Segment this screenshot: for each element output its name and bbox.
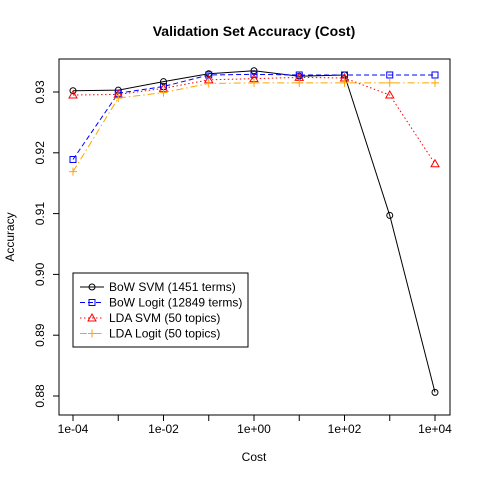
- x-tick-label: 1e-02: [148, 422, 179, 436]
- data-point: [386, 211, 394, 219]
- data-point: [159, 88, 168, 97]
- data-point: [250, 70, 258, 78]
- legend-label: LDA SVM (50 topics): [109, 311, 220, 325]
- data-point: [295, 78, 304, 87]
- data-point: [340, 78, 349, 87]
- y-tick-label: 0.90: [33, 262, 47, 286]
- data-point: [68, 90, 78, 99]
- data-point: [69, 167, 77, 176]
- y-tick-label: 0.93: [33, 80, 47, 104]
- x-tick-label: 1e+02: [328, 422, 362, 436]
- y-tick-label: 0.88: [33, 384, 47, 408]
- series-line: [72, 76, 436, 165]
- data-point: [431, 388, 439, 396]
- y-axis-label: Accuracy: [3, 212, 17, 261]
- legend-label: BoW Logit (12849 terms): [109, 296, 242, 310]
- legend-item: BoW Logit (12849 terms): [80, 296, 242, 310]
- legend-box: [72, 272, 249, 348]
- legend-item: LDA Logit (50 topics): [80, 327, 220, 341]
- x-tick-label: 1e+04: [418, 422, 452, 436]
- data-point: [204, 79, 213, 88]
- data-point: [431, 78, 439, 87]
- legend-label: BoW SVM (1451 terms): [109, 280, 236, 294]
- data-point: [205, 71, 213, 79]
- data-point: [114, 94, 123, 103]
- series-4: [69, 78, 439, 176]
- x-tick-label: 1e+00: [237, 422, 271, 436]
- series-layer: [68, 67, 440, 396]
- data-point: [430, 158, 440, 168]
- series-line: [72, 70, 436, 393]
- x-axis: 1e-04 1e-02 1e+00 1e+02 1e+04: [58, 414, 452, 436]
- legend-item: BoW SVM (1451 terms): [80, 280, 236, 294]
- legend-item: LDA SVM (50 topics): [80, 311, 220, 325]
- data-point: [69, 155, 77, 163]
- x-tick-label: 1e-04: [58, 422, 89, 436]
- data-point: [88, 283, 96, 291]
- data-point: [87, 312, 97, 322]
- y-axis: 0.88 0.89 0.90 0.91 0.92 0.93: [33, 80, 60, 408]
- data-point: [88, 329, 96, 338]
- data-point: [69, 87, 77, 95]
- data-point: [431, 71, 439, 79]
- data-point: [250, 78, 258, 87]
- x-axis-label: Cost: [242, 450, 267, 464]
- y-tick-label: 0.91: [33, 202, 47, 226]
- legend-label: LDA Logit (50 topics): [109, 327, 220, 341]
- y-tick-label: 0.92: [33, 141, 47, 165]
- data-point: [295, 71, 303, 79]
- data-point: [384, 90, 395, 99]
- data-point: [88, 299, 96, 306]
- data-point: [385, 78, 394, 87]
- data-point: [386, 71, 394, 79]
- chart-title: Validation Set Accuracy (Cost): [153, 23, 356, 39]
- y-tick-label: 0.89: [33, 323, 47, 347]
- legend: BoW SVM (1451 terms) BoW Logit (12849 ter…: [72, 272, 249, 348]
